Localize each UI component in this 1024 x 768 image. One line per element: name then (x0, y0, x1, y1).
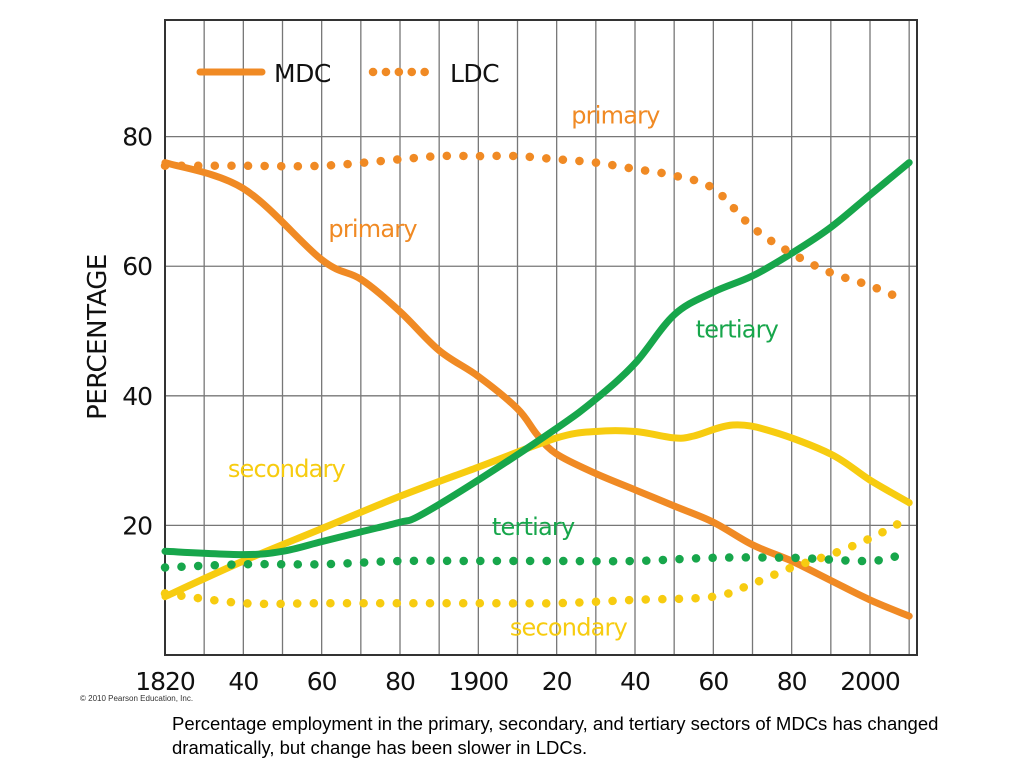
line-mdc-secondary (161, 421, 913, 601)
x-tick-label: 60 (698, 667, 728, 696)
x-axis-tick-labels: 1820 40 60 80 1900 20 40 60 80 2000 (135, 667, 901, 696)
line-ldc-tertiary (160, 550, 906, 572)
figure-caption: Percentage employment in the primary, se… (172, 713, 939, 758)
annotation-primary: primary (571, 102, 660, 130)
annotation-tertiary: tertiary (696, 316, 779, 344)
legend-label-mdc: MDC (274, 59, 331, 88)
y-tick-label: 20 (122, 511, 152, 540)
annotation-primary: primary (328, 215, 417, 243)
x-tick-label: 40 (228, 667, 258, 696)
annotation-secondary: secondary (510, 614, 628, 642)
grid-lines (164, 20, 917, 655)
series-annotations: primary primary tertiary secondary tertiary s… (228, 102, 780, 642)
x-tick-label: 80 (385, 667, 415, 696)
y-tick-label: 40 (122, 382, 152, 411)
annotation-tertiary: tertiary (492, 513, 575, 541)
legend: MDC LDC (196, 59, 500, 88)
plot-frame (164, 19, 918, 656)
employment-chart: primary primary tertiary secondary tertiary s… (83, 19, 918, 696)
line-mdc-tertiary (161, 159, 913, 559)
line-ldc-primary (160, 151, 906, 303)
x-tick-label: 20 (542, 667, 572, 696)
y-tick-label: 80 (122, 123, 152, 152)
copyright-notice: © 2010 Pearson Education, Inc. (80, 694, 194, 703)
x-tick-label: 1820 (135, 667, 195, 696)
y-tick-label: 60 (122, 252, 152, 281)
line-mdc-primary (161, 159, 913, 620)
x-tick-label: 1900 (449, 667, 509, 696)
annotation-secondary: secondary (228, 455, 346, 483)
y-axis-title: PERCENTAGE (83, 254, 113, 420)
x-tick-label: 40 (620, 667, 650, 696)
x-tick-label: 2000 (840, 667, 900, 696)
x-tick-label: 80 (777, 667, 807, 696)
x-tick-label: 60 (307, 667, 337, 696)
y-axis-tick-labels: 20 40 60 80 (122, 123, 153, 541)
series-lines (160, 151, 913, 620)
legend-label-ldc: LDC (450, 59, 499, 88)
